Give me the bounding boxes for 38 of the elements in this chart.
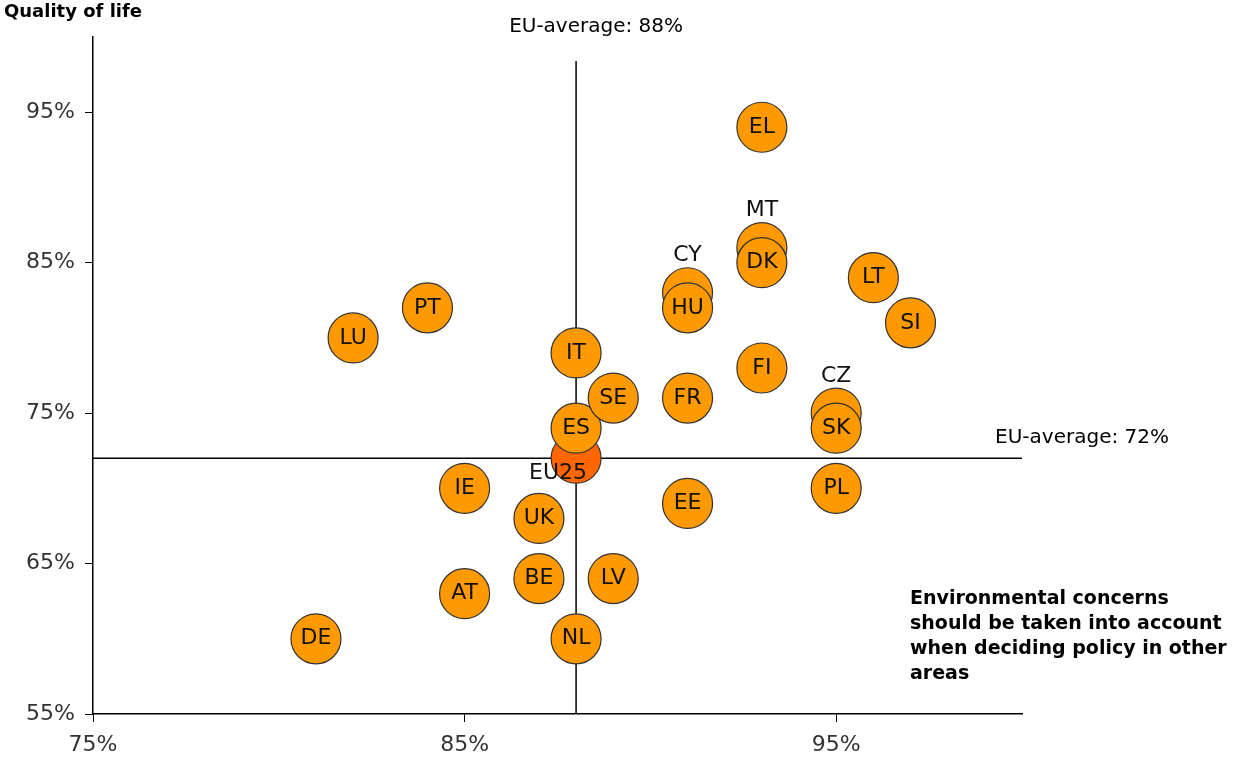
series-label: HU (671, 293, 704, 319)
series-label: DE (300, 624, 332, 650)
x-tick-label: 85% (440, 730, 490, 756)
y-axis-title: Quality of life (4, 0, 143, 21)
x-tick-label: 95% (811, 730, 861, 756)
series-label: LV (600, 564, 626, 590)
series-label: FR (673, 383, 702, 409)
x-tick-label: 75% (68, 730, 118, 756)
series-label: PT (414, 293, 442, 319)
series-label: EE (673, 489, 702, 515)
series-label: IE (454, 474, 475, 500)
series-label: AT (451, 579, 479, 605)
series-label: ES (562, 413, 591, 439)
x-axis-title: Environmental concerns should be taken into account when deciding policy in other areas (910, 585, 1228, 685)
series-label: NL (561, 624, 592, 650)
series-label: MT (745, 196, 779, 222)
series-label: IT (566, 338, 587, 364)
series-label: UK (523, 504, 555, 530)
series-label: CZ (820, 361, 852, 387)
point (736, 342, 788, 394)
ref-line-label: EU-average: 72% (995, 424, 1169, 449)
series-label: SK (822, 413, 851, 439)
series-label: CY (673, 241, 703, 267)
y-tick-label: 85% (26, 248, 75, 274)
y-tick-label: 95% (26, 97, 75, 123)
series-label: EL (748, 112, 776, 138)
series-label: BE (524, 564, 554, 590)
ref-line-label: EU-average: 88% (509, 13, 684, 38)
series-label: SE (599, 383, 628, 409)
series-label: PL (823, 474, 850, 500)
series-label: FI (752, 353, 772, 379)
series-label: LU (339, 323, 367, 349)
series-label: SI (900, 308, 921, 334)
series-label: LT (862, 263, 886, 289)
series-label: DK (746, 248, 779, 274)
y-tick-label: 75% (26, 398, 75, 424)
y-tick-label: 65% (26, 549, 75, 575)
y-tick-label: 55% (26, 699, 75, 725)
